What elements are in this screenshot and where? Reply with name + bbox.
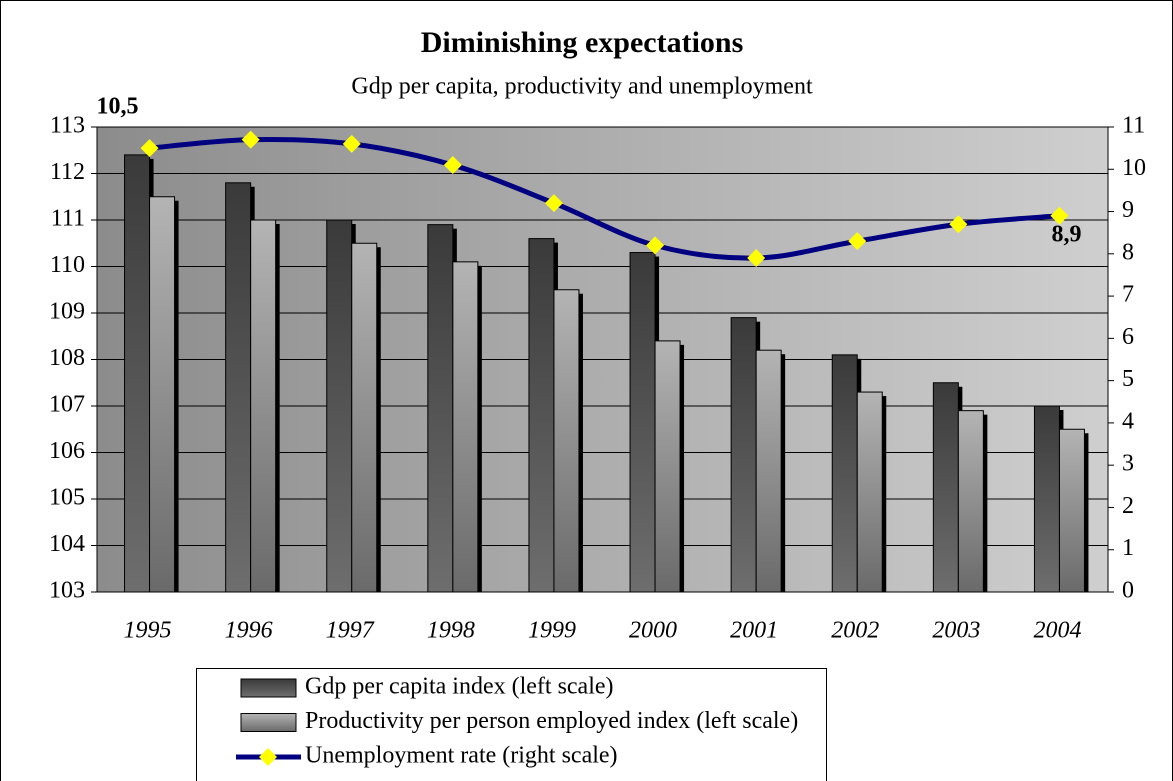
- bar: [831, 354, 858, 593]
- bar: [932, 382, 959, 593]
- y-tick-label: 108: [49, 345, 85, 371]
- bar: [1058, 428, 1085, 593]
- x-tick-label: 1999: [528, 618, 576, 644]
- y-tick-label: 104: [49, 531, 85, 557]
- y-tick-label: 103: [49, 578, 85, 604]
- legend-marker: [259, 748, 277, 766]
- y2-tick-label: 0: [1122, 578, 1134, 604]
- x-tick-label: 2000: [629, 618, 677, 644]
- x-tick-label: 2002: [831, 618, 879, 644]
- bar: [856, 391, 883, 593]
- legend: [196, 668, 827, 781]
- bar: [1033, 405, 1060, 593]
- bar: [124, 154, 151, 593]
- marker: [443, 156, 462, 175]
- marker: [241, 130, 260, 149]
- bar: [250, 219, 277, 593]
- x-tick-label: 1997: [326, 618, 375, 644]
- bar: [326, 219, 353, 593]
- y2-tick-label: 7: [1122, 282, 1134, 308]
- y-tick-label: 111: [51, 206, 85, 232]
- y-tick-label: 107: [49, 392, 85, 418]
- y2-tick-label: 2: [1122, 493, 1134, 519]
- line: [149, 136, 1060, 261]
- y2-tick-label: 3: [1122, 451, 1134, 477]
- x-tick-label: 1998: [427, 618, 475, 644]
- marker: [140, 139, 159, 158]
- bar: [452, 261, 479, 593]
- y2-tick-label: 6: [1122, 324, 1134, 350]
- y-tick-label: 112: [50, 159, 85, 185]
- x-tick-label: 2003: [932, 618, 980, 644]
- bar: [957, 410, 984, 593]
- y2-tick-label: 11: [1122, 113, 1145, 139]
- marker: [342, 134, 361, 153]
- bar: [149, 196, 176, 593]
- y-tick-label: 113: [50, 113, 85, 139]
- legend-label: Unemployment rate (right scale): [305, 743, 618, 769]
- legend-label: Productivity per person employed index (…: [305, 708, 798, 734]
- y-tick-label: 109: [49, 299, 85, 325]
- marker: [544, 194, 563, 213]
- x-tick-label: 1995: [124, 618, 172, 644]
- bar: [755, 349, 782, 593]
- x-tick-label: 2004: [1033, 618, 1081, 644]
- y-tick-label: 110: [50, 252, 85, 278]
- bar: [528, 238, 555, 593]
- bar: [730, 317, 757, 593]
- bar: [654, 340, 681, 593]
- chart-subtitle: Gdp per capita, productivity and unemplo…: [351, 74, 813, 100]
- bar: [427, 224, 454, 593]
- legend-swatch: [240, 713, 297, 732]
- y2-tick-label: 1: [1122, 535, 1134, 561]
- bar: [553, 289, 580, 593]
- y-tick-label: 106: [49, 438, 85, 464]
- marker: [1050, 206, 1069, 225]
- data-label: 8,9: [1051, 221, 1081, 247]
- bar: [225, 182, 252, 593]
- y2-tick-label: 4: [1122, 408, 1134, 434]
- marker: [949, 215, 968, 234]
- bar: [351, 242, 378, 593]
- bar: [629, 252, 656, 593]
- x-tick-label: 1996: [225, 618, 273, 644]
- y2-tick-label: 5: [1122, 366, 1134, 392]
- y2-tick-label: 9: [1122, 197, 1134, 223]
- data-label: 10,5: [97, 94, 139, 120]
- marker: [848, 232, 867, 251]
- legend-swatch: [240, 678, 297, 698]
- y2-tick-label: 10: [1122, 155, 1146, 181]
- legend-label: Gdp per capita index (left scale): [305, 674, 614, 700]
- x-tick-label: 2001: [730, 618, 778, 644]
- y2-tick-label: 8: [1122, 239, 1134, 265]
- marker: [747, 249, 766, 268]
- marker: [646, 236, 665, 255]
- chart-title: Diminishing expectations: [421, 26, 744, 59]
- y-tick-label: 105: [49, 485, 85, 511]
